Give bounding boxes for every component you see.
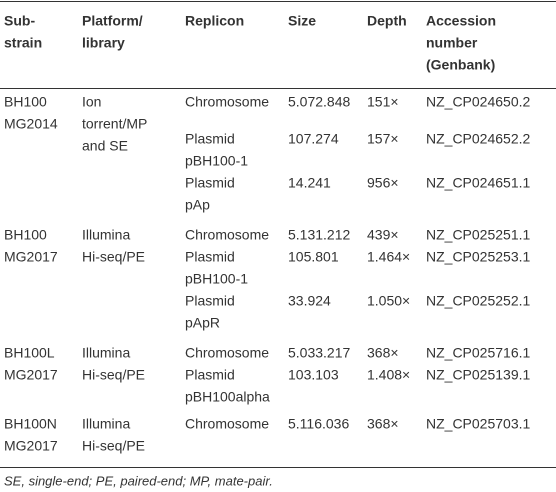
replicon: Plasmid [185,175,235,191]
substrain: BH100N [4,416,57,432]
replicon: Chromosome [185,94,269,110]
header-cell: Size [288,13,316,29]
substrain: BH100 [4,94,47,110]
platform: Hi-seq/PE [82,249,145,265]
size: 14.241 [288,175,331,191]
depth: 1.464× [367,249,410,265]
depth: 1.050× [367,293,410,309]
substrain: MG2017 [4,367,58,383]
platform: Hi-seq/PE [82,438,145,454]
header-cell: Platform/ [82,13,143,29]
header-cell: (Genbank) [426,57,495,73]
header-cell: number [426,35,478,51]
platform: Illumina [82,416,130,432]
replicon: pBH100alpha [185,389,270,405]
header-cell: library [82,35,125,51]
depth: 368× [367,416,399,432]
replicon: pAp [185,197,210,213]
header-cell: Sub- [4,13,35,29]
replicon: Chromosome [185,345,269,361]
platform: Hi-seq/PE [82,367,145,383]
accession: NZ_CP024652.2 [426,131,531,147]
replicon: Chromosome [185,227,269,243]
size: 103.103 [288,367,339,383]
platform: Illumina [82,227,130,243]
size: 33.924 [288,293,331,309]
header-cell: Depth [367,13,407,29]
size: 5.116.036 [288,416,349,432]
substrain: MG2014 [4,116,58,132]
accession: NZ_CP025703.1 [426,416,531,432]
accession: NZ_CP024650.2 [426,94,531,110]
header-cell: Accession [426,13,496,29]
size: 5.033.217 [288,345,350,361]
size: 107.274 [288,131,339,147]
substrain: BH100 [4,227,47,243]
platform: and SE [82,138,128,154]
platform: Ion [82,94,101,110]
replicon: pApR [185,315,220,331]
replicon: pBH100-1 [185,271,248,287]
substrain: BH100L [4,345,55,361]
accession: NZ_CP025139.1 [426,367,531,383]
depth: 1.408× [367,367,410,383]
accession: NZ_CP025251.1 [426,227,531,243]
depth: 157× [367,131,399,147]
platform: Illumina [82,345,130,361]
replicon: Plasmid [185,367,235,383]
depth: 956× [367,175,399,191]
replicon: Plasmid [185,293,235,309]
depth: 151× [367,94,399,110]
depth: 439× [367,227,399,243]
substrain: MG2017 [4,438,58,454]
depth: 368× [367,345,399,361]
accession: NZ_CP025252.1 [426,293,531,309]
size: 5.072.848 [288,94,350,110]
size: 105.801 [288,249,339,265]
accession: NZ_CP025716.1 [426,345,531,361]
header-cell: Replicon [185,13,244,29]
accession: NZ_CP024651.1 [426,175,531,191]
substrain: MG2017 [4,249,58,265]
replicon: pBH100-1 [185,153,248,169]
header-cell: strain [4,35,42,51]
accession: NZ_CP025253.1 [426,249,531,265]
footnote: SE, single-end; PE, paired-end; MP, mate… [4,473,273,488]
platform: torrent/MP [82,116,147,132]
replicon: Plasmid [185,131,235,147]
replicon: Plasmid [185,249,235,265]
size: 5.131.212 [288,227,350,243]
replicon: Chromosome [185,416,269,432]
